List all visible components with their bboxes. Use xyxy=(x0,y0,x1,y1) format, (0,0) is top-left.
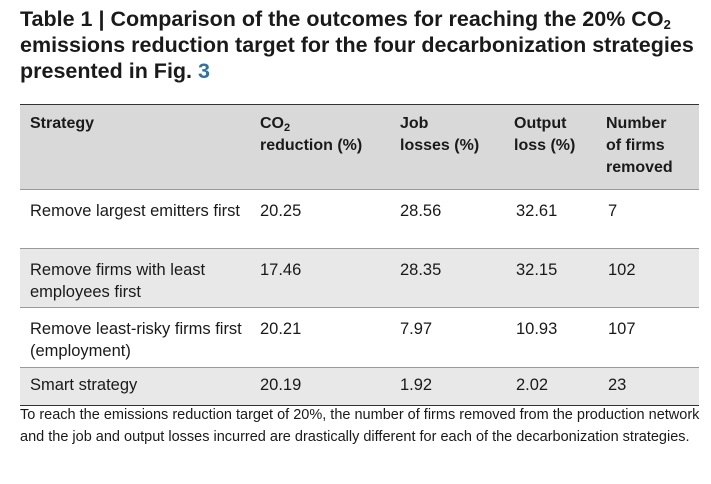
header-output-loss: Output loss (%) xyxy=(514,113,575,157)
cell-firms-removed: 107 xyxy=(608,320,636,338)
table-title: Table 1 | Comparison of the outcomes for… xyxy=(20,6,700,84)
header-firms-line3: removed xyxy=(606,159,673,176)
table-header: Strategy CO2 reduction (%) Job losses (%… xyxy=(20,104,699,189)
cell-strategy: Remove firms with least employees first xyxy=(30,261,206,301)
figure-reference-link[interactable]: 3 xyxy=(198,59,210,83)
header-firms-line2: of firms xyxy=(606,137,665,154)
cell-co2-reduction: 20.25 xyxy=(260,202,302,220)
header-co2-subscript: 2 xyxy=(284,122,291,134)
table-bottom-rule xyxy=(20,405,699,406)
comparison-table: Strategy CO2 reduction (%) Job losses (%… xyxy=(20,104,699,406)
cell-co2-reduction: 20.19 xyxy=(260,376,302,394)
table-row: Remove least-risky firms first (employme… xyxy=(20,307,699,367)
cell-job-losses: 1.92 xyxy=(400,376,433,394)
header-firms-line1: Number xyxy=(606,115,667,132)
cell-job-losses: 28.35 xyxy=(400,261,442,279)
table-row: Remove firms with least employees first … xyxy=(20,248,699,307)
cell-output-loss: 10.93 xyxy=(516,320,558,338)
header-job-line1: Job xyxy=(400,115,429,132)
header-co2-prefix: CO xyxy=(260,115,284,132)
title-middle: emissions reduction target for the four … xyxy=(20,33,694,83)
title-prefix: Table 1 | Comparison of the outcomes for… xyxy=(20,7,664,31)
cell-output-loss: 32.61 xyxy=(516,202,558,220)
header-co2-reduction: CO2 reduction (%) xyxy=(260,113,362,157)
cell-strategy: Smart strategy xyxy=(30,376,138,394)
header-firms-removed: Number of firms removed xyxy=(606,113,673,179)
table-row: Remove largest emitters first 20.25 28.5… xyxy=(20,189,699,248)
cell-output-loss: 32.15 xyxy=(516,261,558,279)
cell-firms-removed: 102 xyxy=(608,261,636,279)
cell-co2-reduction: 20.21 xyxy=(260,320,302,338)
cell-output-loss: 2.02 xyxy=(516,376,549,394)
header-output-line2: loss (%) xyxy=(514,137,576,154)
header-strategy: Strategy xyxy=(30,115,95,132)
cell-job-losses: 28.56 xyxy=(400,202,442,220)
cell-strategy: Remove least-risky firms first (employme… xyxy=(30,320,242,360)
table-row: Smart strategy 20.19 1.92 2.02 23 xyxy=(20,367,699,405)
title-subscript: 2 xyxy=(663,17,671,32)
cell-co2-reduction: 17.46 xyxy=(260,261,302,279)
cell-job-losses: 7.97 xyxy=(400,320,433,338)
header-co2-suffix: reduction (%) xyxy=(260,137,363,154)
header-job-losses: Job losses (%) xyxy=(400,113,479,157)
cell-firms-removed: 7 xyxy=(608,202,618,220)
table-footnote: To reach the emissions reduction target … xyxy=(20,407,700,445)
cell-firms-removed: 23 xyxy=(608,376,627,394)
header-job-line2: losses (%) xyxy=(400,137,480,154)
cell-strategy: Remove largest emitters first xyxy=(30,202,240,220)
header-output-line1: Output xyxy=(514,115,567,132)
